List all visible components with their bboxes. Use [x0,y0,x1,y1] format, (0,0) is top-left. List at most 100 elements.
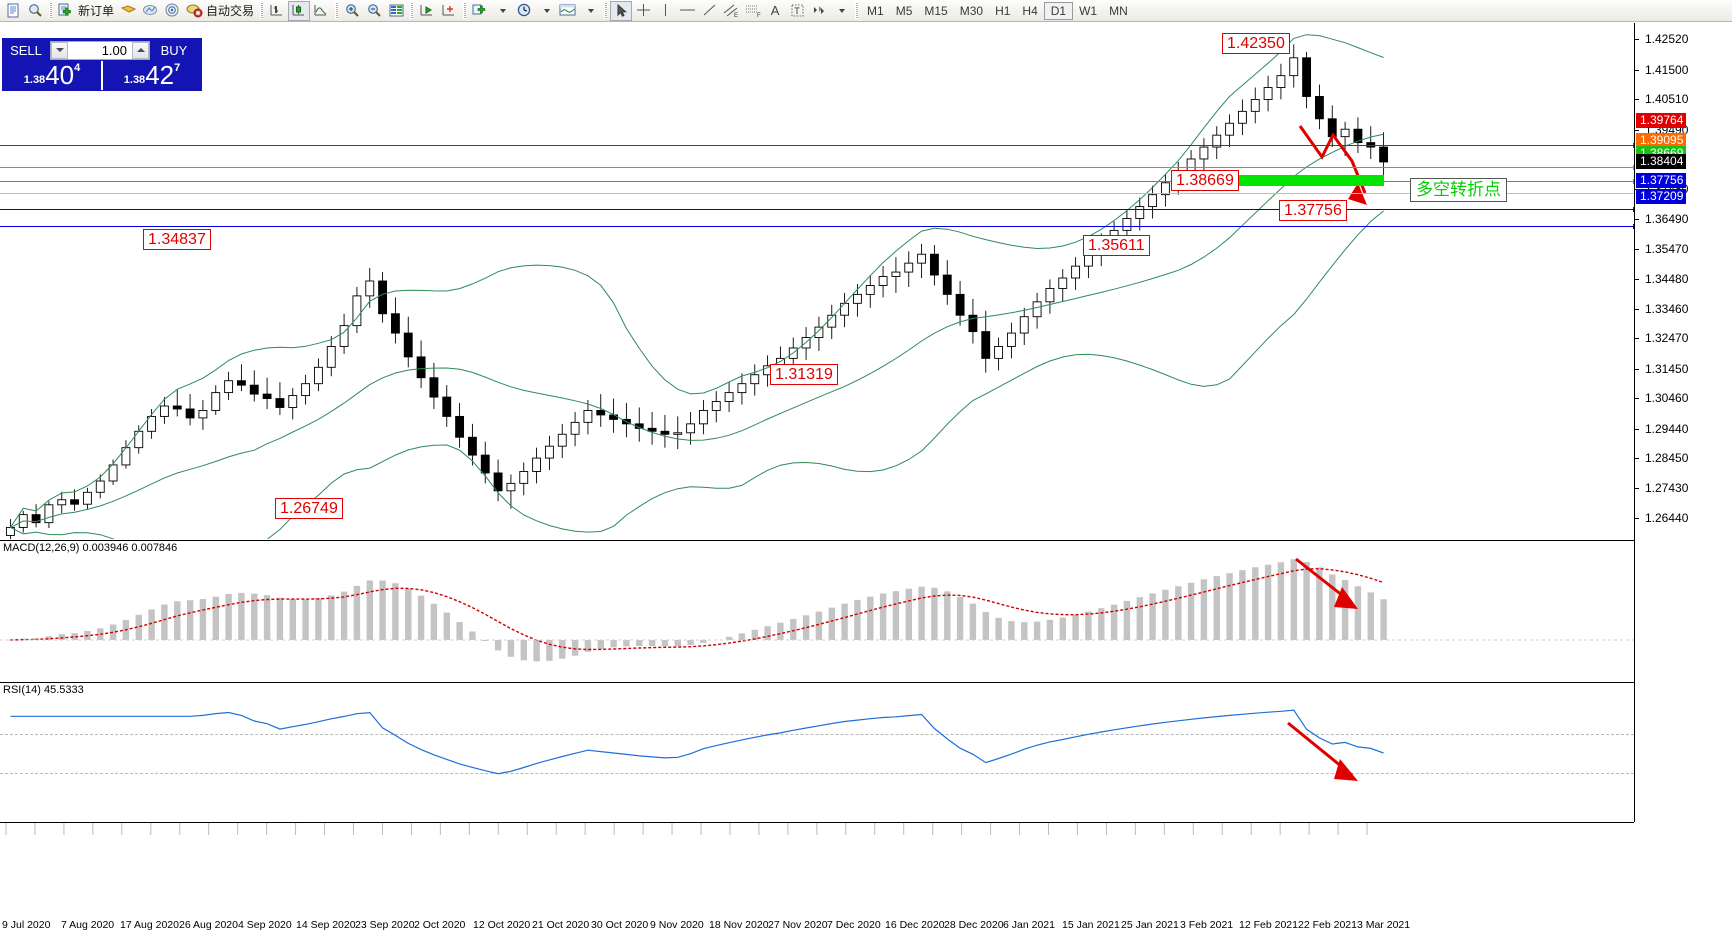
buy-button[interactable]: BUY [160,42,188,58]
date-label: 18 Nov 2020 [709,919,769,931]
bar-chart-icon[interactable] [266,1,288,21]
arrows-dropdown-icon[interactable] [830,1,852,21]
templates-icon[interactable] [557,1,579,21]
autotrading-icon[interactable] [183,1,205,21]
price-tick: 1.29440 [1635,422,1688,436]
buy-price-main: 42 [145,60,175,90]
timeframe-d1[interactable]: D1 [1043,1,1074,20]
resistance-line-red[interactable] [0,143,1638,148]
templates-dropdown-icon[interactable] [579,1,601,21]
price-tag[interactable]: 1.38669 [1171,170,1239,191]
trendline-icon[interactable] [698,1,720,21]
date-label: 3 Mar 2021 [1357,919,1411,931]
chinese-annotation[interactable]: 多空转折点 [1410,178,1507,202]
indicators-icon[interactable] [469,1,491,21]
metaeditor-icon[interactable] [139,1,161,21]
cursor-icon[interactable] [610,0,633,21]
chart-shift-icon[interactable] [438,1,460,21]
volume-input[interactable]: 1.00 [101,42,127,58]
price-tag[interactable]: 1.31319 [770,364,838,385]
date-label: 27 Nov 2020 [768,919,828,931]
price-tag[interactable]: 1.35611 [1083,235,1150,256]
price-tick: 1.36490 [1635,212,1688,226]
line-chart-icon[interactable] [310,1,332,21]
support-zone-highlight[interactable] [1192,175,1384,186]
zoom-out-icon[interactable] [363,1,385,21]
arrows-icon[interactable] [808,1,830,21]
price-tag[interactable]: 1.34837 [143,229,211,250]
price-badge[interactable]: 1.37209 [1636,189,1687,205]
data-window-icon[interactable] [385,1,407,21]
price-scale[interactable]: 1.425201.415001.405101.394901.374801.364… [1634,23,1732,822]
one-click-trading-panel[interactable]: SELL 1.00 BUY 1.38 40 4 1.38 42 7 [2,38,202,91]
volume-stepper[interactable]: 1.00 [50,40,150,60]
date-label: 22 Feb 2021 [1298,919,1357,931]
date-axis[interactable]: 9 Jul 2020 7 Aug 2020 17 Aug 2020 26 Aug 20… [0,822,1634,940]
support-line-blue-1[interactable] [0,207,1638,212]
price-badge[interactable]: 1.39095 [1636,133,1687,149]
price-badge[interactable]: 1.37756 [1636,173,1687,189]
price-tag[interactable]: 1.37756 [1279,200,1347,221]
date-label: 17 Aug 2020 [120,919,179,931]
chevron-up-icon [136,48,145,52]
date-label: 23 Sep 2020 [355,919,415,931]
zoom-in-icon[interactable] [341,1,363,21]
new-order-icon[interactable] [55,1,77,21]
sell-button[interactable]: SELL [10,42,42,58]
profile-search-icon[interactable] [24,1,46,21]
date-label: 15 Jan 2021 [1062,919,1120,931]
toolbar-separator-7 [855,2,859,19]
terminal-icon[interactable] [117,1,139,21]
equidistant-channel-icon[interactable]: E [720,1,742,21]
support-line-green[interactable] [0,179,1638,184]
timeframe-m15[interactable]: M15 [924,3,948,18]
horizontal-line-icon[interactable] [676,1,698,21]
timeframe-mn[interactable]: MN [1109,3,1128,18]
buy-price[interactable]: 1.38 42 7 [103,61,201,90]
support-line-blue-2[interactable] [0,224,1638,229]
crosshair-icon[interactable] [632,1,654,21]
date-label: 9 Nov 2020 [650,919,704,931]
toolbar-separator [49,2,52,19]
new-chart-icon[interactable] [2,1,24,21]
period-dropdown-icon[interactable] [535,1,557,21]
price-pane[interactable]: 1.42350 1.38669 1.37756 1.35611 1.34837 1.313… [0,23,1638,539]
date-label: 9 Jul 2020 [2,919,51,931]
autotrading-label[interactable]: 自动交易 [206,4,255,18]
price-tag[interactable]: 1.42350 [1222,33,1290,54]
price-tag[interactable]: 1.26749 [275,498,343,519]
date-label: 6 Jan 2021 [1003,919,1055,931]
rsi-pane[interactable]: RSI(14) 45.5333 [0,682,1634,822]
signals-icon[interactable] [161,1,183,21]
fibonacci-icon[interactable]: F [742,1,764,21]
timeframe-h4[interactable]: H4 [1022,3,1038,18]
date-label: 7 Dec 2020 [827,919,881,931]
macd-pane[interactable]: MACD(12,26,9) 0.003946 0.007846 [0,540,1634,680]
price-badge[interactable]: 1.39764 [1636,113,1687,129]
buy-price-fraction: 7 [174,62,181,74]
trade-panel-top-row: SELL 1.00 BUY [3,39,201,61]
period-clock-icon[interactable] [513,1,535,21]
price-tick: 1.42520 [1635,32,1688,46]
sell-price[interactable]: 1.38 40 4 [3,61,101,90]
timeframe-m5[interactable]: M5 [895,3,913,18]
auto-scroll-icon[interactable] [416,1,438,21]
volume-decrease-button[interactable] [51,41,68,59]
date-label: 26 Aug 2020 [179,919,238,931]
candlestick-chart-icon[interactable] [288,0,311,21]
resistance-line-orange[interactable] [0,165,1638,170]
price-tick: 1.40510 [1635,92,1688,106]
volume-increase-button[interactable] [132,41,149,59]
rsi-level-80 [0,734,1634,735]
vertical-line-icon[interactable] [654,1,676,21]
indicators-dropdown-icon[interactable] [491,1,513,21]
new-order-label[interactable]: 新订单 [78,4,115,18]
timeframe-m30[interactable]: M30 [959,3,984,18]
timeframe-w1[interactable]: W1 [1079,3,1098,18]
price-badge[interactable]: 1.38404 [1636,153,1687,169]
timeframe-h1[interactable]: H1 [995,3,1011,18]
text-label-icon[interactable]: A [770,3,780,18]
timeframe-m1[interactable]: M1 [867,3,884,18]
text-box-icon[interactable]: T [786,1,808,21]
